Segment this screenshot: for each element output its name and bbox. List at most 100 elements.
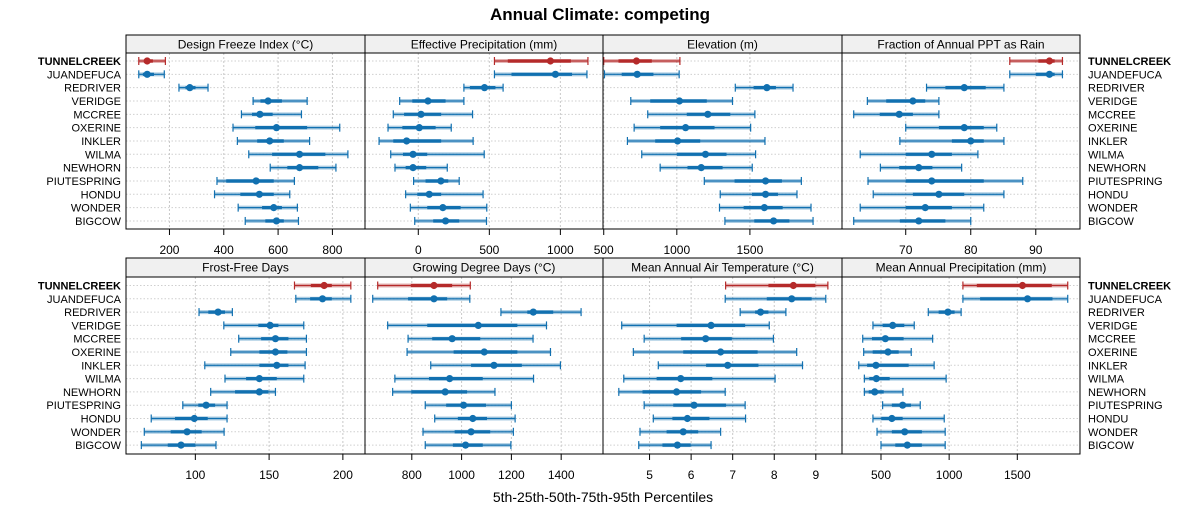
interval-juandefuca [724,294,827,303]
interval-bigcow [140,441,217,450]
row-label-right: JUANDEFUCA [1088,69,1163,81]
median-point [701,150,710,158]
median-point [756,308,765,316]
median-point [271,348,280,356]
median-point [480,84,489,92]
interval-wilma [641,150,757,159]
median-point [467,428,475,436]
row-label-right: PIUTESPRING [1088,176,1163,188]
row-label-left: WILMA [85,149,122,161]
interval-bigcow [638,441,712,450]
interval-tunnelcreek [138,57,166,65]
row-label-left: VERIDGE [71,320,121,332]
panel-4: Frost-Free Days 100 150 200 [125,257,366,482]
median-point [266,137,274,145]
median-point [761,190,770,198]
interval-wonder [409,203,488,212]
row-label-right: MCCREE [1088,334,1136,346]
interval-juandefuca [1009,70,1064,79]
interval-newhorn [863,387,904,396]
interval-newhorn [210,387,277,396]
interval-hondu [719,190,798,199]
median-point [673,441,682,449]
panel-3: Fraction of Annual PPT as Rain 70 80 90 [841,34,1081,257]
median-point [915,217,923,225]
interval-wilma [859,150,979,159]
x-tick-label: 1500 [1004,468,1031,482]
interval-wonder [143,427,225,436]
x-tick-label: 1200 [498,468,525,482]
interval-redriver [463,83,504,92]
median-point [430,281,438,290]
median-point [1018,281,1027,290]
row-label-left: REDRIVER [64,83,121,95]
panel-title: Design Freeze Index (°C) [178,38,314,52]
interval-oxerine [230,348,308,356]
interval-piutespring [882,401,921,410]
interval-veridge [866,96,940,105]
x-tick-label: 70 [899,243,913,257]
median-point [1045,57,1054,65]
median-point [255,375,263,383]
row-label-left: BIGCOW [75,440,121,452]
median-point [960,84,968,92]
interval-mccree [862,334,934,343]
interval-oxerine [387,123,452,132]
interval-veridge [872,321,915,330]
interval-oxerine [232,123,341,132]
interval-juandefuca [603,70,680,79]
interval-inkler [378,136,474,145]
panel-title: Mean Annual Precipitation (mm) [876,261,1047,275]
row-label-right: HONDU [1088,414,1128,426]
row-label-left: REDRIVER [64,307,121,319]
median-point [915,164,923,172]
median-point [717,348,725,356]
row-label-left: MCCREE [73,334,121,346]
interval-inkler [899,136,1005,145]
median-point [704,110,712,118]
row-label-right: REDRIVER [1088,307,1145,319]
interval-piutespring [703,176,802,185]
median-point [702,335,710,343]
interval-tunnelcreek [293,281,352,290]
interval-wilma [390,150,485,159]
interval-wonder [237,203,298,212]
median-point [461,441,470,449]
panel-0: Design Freeze Index (°C) 200 400 600 800 [125,34,366,257]
interval-oxerine [406,348,552,356]
median-point [546,57,555,65]
median-point [430,295,438,303]
interval-bigcow [414,216,488,225]
interval-oxerine [632,348,798,356]
interval-redriver [734,83,794,92]
interval-newhorn [659,163,753,172]
median-point [409,150,417,158]
interval-inkler [204,361,306,370]
row-label-right: NEWHORN [1088,387,1146,399]
interval-wonder [859,203,985,212]
median-point [143,57,151,65]
median-point [320,281,328,290]
interval-tunnelcreek [603,57,681,65]
row-label-left: TUNNELCREEK [38,56,121,68]
median-point [633,70,641,78]
median-point [186,84,194,92]
interval-wilma [394,374,535,383]
panel-5: Growing Degree Days (°C) 800 1000 1200 1400 [364,257,604,482]
x-tick-label: 100 [185,468,205,482]
median-point [272,124,281,132]
panel-title: Growing Degree Days (°C) [413,261,556,275]
median-point [448,335,456,343]
median-point [272,217,281,225]
interval-piutespring [643,401,746,410]
panel-7: Mean Annual Precipitation (mm) 500 1000 150… [841,257,1081,482]
x-tick-label: 500 [479,243,499,257]
row-label-left: MCCREE [73,109,121,121]
interval-wilma [224,374,305,383]
interval-juandefuca [962,294,1069,303]
interval-piutespring [216,176,295,185]
row-label-right: VERIDGE [1088,96,1138,108]
row-label-right: OXERINE [1088,123,1138,135]
interval-hondu [872,190,1005,199]
interval-juandefuca [372,294,471,303]
